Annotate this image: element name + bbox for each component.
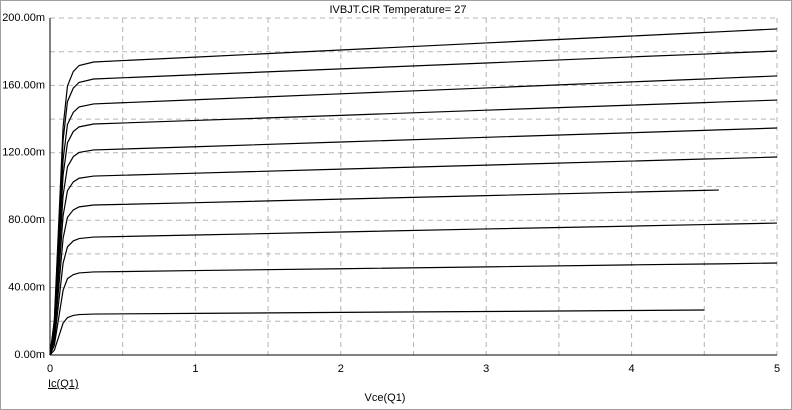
curve — [49, 222, 778, 356]
y-tick-label: 200.00m — [2, 12, 45, 24]
curve — [49, 127, 778, 356]
curve — [49, 189, 719, 356]
curve — [49, 262, 778, 356]
curve — [49, 75, 778, 356]
x-tick-label: 2 — [338, 363, 344, 375]
x-tick-label: 3 — [483, 363, 489, 375]
curve — [49, 156, 778, 356]
x-axis-label: Vce(Q1) — [365, 392, 406, 404]
y-tick-label: 80.00m — [8, 214, 45, 226]
curve — [49, 28, 778, 356]
y-tick-label: 40.00m — [8, 282, 45, 294]
x-tick-label: 0 — [47, 363, 53, 375]
chart-title: IVBJT.CIR Temperature= 27 — [329, 4, 466, 16]
y-axis-label: Ic(Q1) — [48, 378, 79, 390]
curve — [49, 309, 705, 356]
y-tick-label: 0.00m — [14, 349, 45, 361]
y-tick-label: 160.00m — [2, 79, 45, 91]
x-tick-label: 1 — [192, 363, 198, 375]
y-tick-label: 120.00m — [2, 147, 45, 159]
x-tick-label: 5 — [774, 363, 780, 375]
x-tick-label: 4 — [629, 363, 635, 375]
